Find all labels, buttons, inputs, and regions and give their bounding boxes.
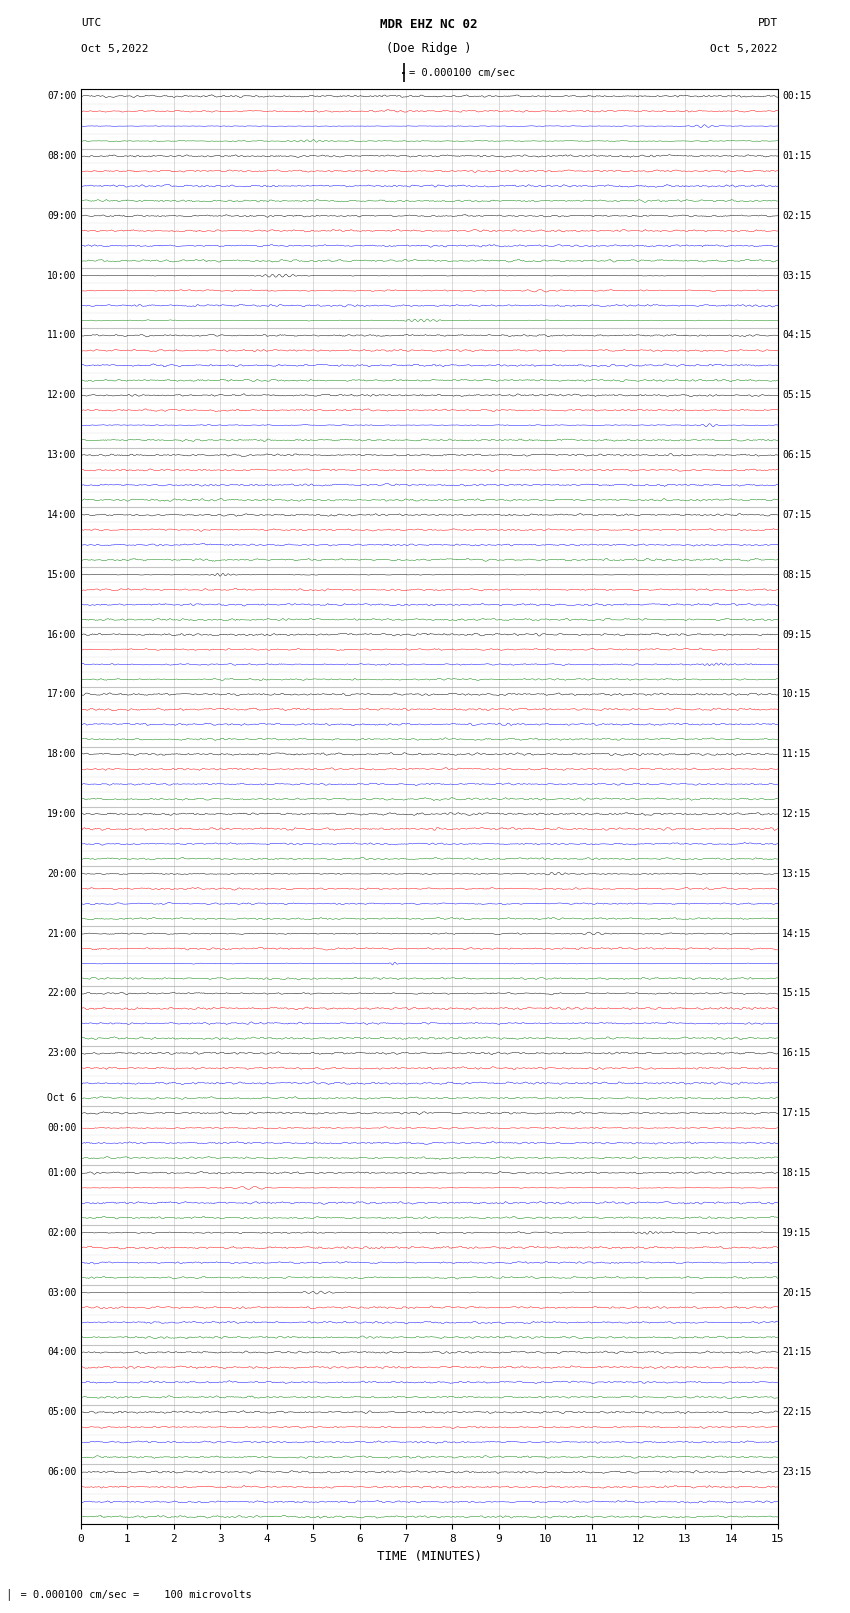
- Text: 01:00: 01:00: [47, 1168, 76, 1177]
- Text: 06:15: 06:15: [782, 450, 812, 460]
- Text: (Doe Ridge ): (Doe Ridge ): [387, 42, 472, 55]
- Text: 04:15: 04:15: [782, 331, 812, 340]
- Text: 22:15: 22:15: [782, 1407, 812, 1418]
- Text: Oct 5,2022: Oct 5,2022: [81, 44, 148, 55]
- Text: 21:15: 21:15: [782, 1347, 812, 1357]
- Text: 04:00: 04:00: [47, 1347, 76, 1357]
- Text: 00:15: 00:15: [782, 92, 812, 102]
- Text: 03:15: 03:15: [782, 271, 812, 281]
- Text: 02:15: 02:15: [782, 211, 812, 221]
- Text: = 0.000100 cm/sec: = 0.000100 cm/sec: [409, 68, 515, 77]
- Text: 09:15: 09:15: [782, 629, 812, 639]
- Text: 18:00: 18:00: [47, 748, 76, 760]
- Text: 09:00: 09:00: [47, 211, 76, 221]
- X-axis label: TIME (MINUTES): TIME (MINUTES): [377, 1550, 482, 1563]
- Text: 01:15: 01:15: [782, 152, 812, 161]
- Text: Oct 6: Oct 6: [47, 1094, 76, 1103]
- Text: 23:15: 23:15: [782, 1466, 812, 1478]
- Text: 13:15: 13:15: [782, 869, 812, 879]
- Text: 00:00: 00:00: [47, 1123, 76, 1132]
- Text: 18:15: 18:15: [782, 1168, 812, 1177]
- Text: UTC: UTC: [81, 18, 101, 27]
- Text: 17:00: 17:00: [47, 689, 76, 700]
- Text: 11:00: 11:00: [47, 331, 76, 340]
- Text: 14:00: 14:00: [47, 510, 76, 519]
- Text: MDR EHZ NC 02: MDR EHZ NC 02: [381, 18, 478, 31]
- Text: 14:15: 14:15: [782, 929, 812, 939]
- Text: 08:15: 08:15: [782, 569, 812, 579]
- Text: 19:00: 19:00: [47, 810, 76, 819]
- Text: 12:00: 12:00: [47, 390, 76, 400]
- Text: 19:15: 19:15: [782, 1227, 812, 1237]
- Text: 21:00: 21:00: [47, 929, 76, 939]
- Text: 17:15: 17:15: [782, 1108, 812, 1118]
- Text: 08:00: 08:00: [47, 152, 76, 161]
- Text: 03:00: 03:00: [47, 1287, 76, 1297]
- Text: 10:00: 10:00: [47, 271, 76, 281]
- Text: 22:00: 22:00: [47, 989, 76, 998]
- Text: 07:00: 07:00: [47, 92, 76, 102]
- Text: 13:00: 13:00: [47, 450, 76, 460]
- Text: 05:00: 05:00: [47, 1407, 76, 1418]
- Text: 07:15: 07:15: [782, 510, 812, 519]
- Text: Oct 5,2022: Oct 5,2022: [711, 44, 778, 55]
- Text: 12:15: 12:15: [782, 810, 812, 819]
- Text: 16:15: 16:15: [782, 1048, 812, 1058]
- Text: 10:15: 10:15: [782, 689, 812, 700]
- Text: ▏ = 0.000100 cm/sec =    100 microvolts: ▏ = 0.000100 cm/sec = 100 microvolts: [8, 1589, 252, 1600]
- Text: 05:15: 05:15: [782, 390, 812, 400]
- Text: 20:00: 20:00: [47, 869, 76, 879]
- Text: 02:00: 02:00: [47, 1227, 76, 1237]
- Text: PDT: PDT: [757, 18, 778, 27]
- Text: 20:15: 20:15: [782, 1287, 812, 1297]
- Text: 23:00: 23:00: [47, 1048, 76, 1058]
- Text: 11:15: 11:15: [782, 748, 812, 760]
- Text: 06:00: 06:00: [47, 1466, 76, 1478]
- Text: 16:00: 16:00: [47, 629, 76, 639]
- Text: 15:00: 15:00: [47, 569, 76, 579]
- Text: 15:15: 15:15: [782, 989, 812, 998]
